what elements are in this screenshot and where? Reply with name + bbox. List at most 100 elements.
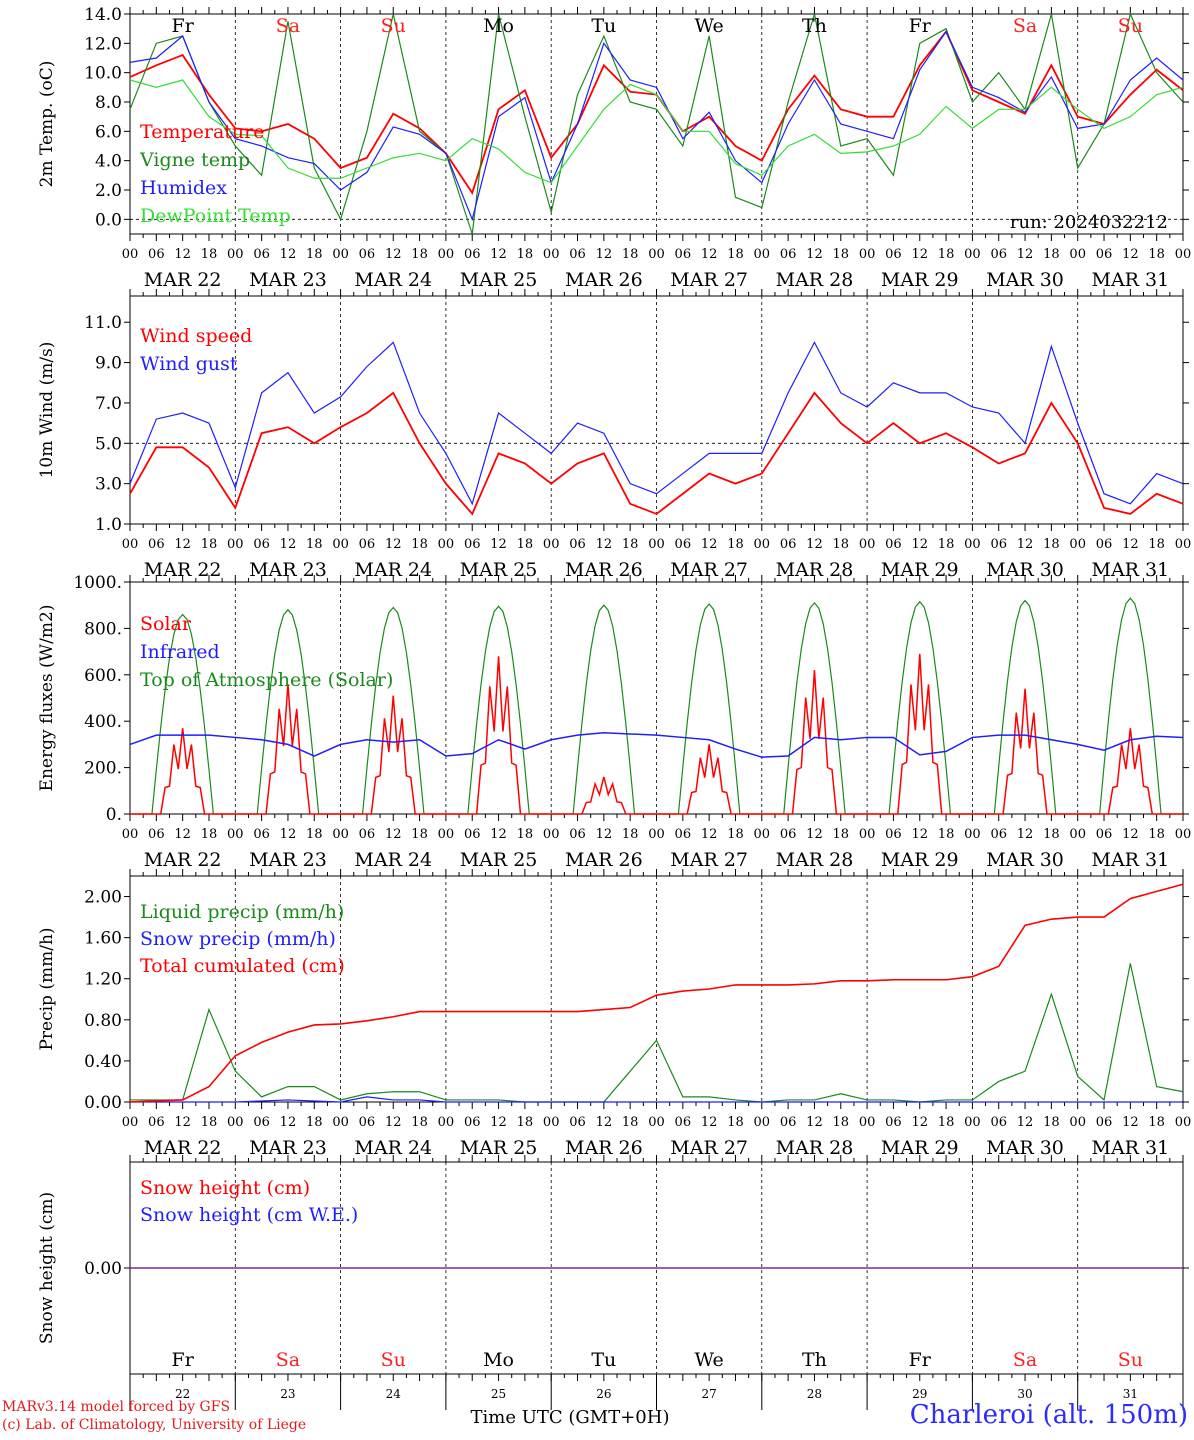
hour-tick-label: 12: [1017, 247, 1034, 262]
weekday-label: Fr: [172, 15, 195, 37]
hour-tick-label: 12: [1122, 537, 1139, 552]
hour-tick-label: 06: [780, 247, 797, 262]
hour-tick-label: 18: [306, 1115, 323, 1130]
legend-entry: Wind gust: [140, 353, 238, 375]
hour-tick-label: 00: [332, 247, 349, 262]
hour-tick-label: 12: [1017, 537, 1034, 552]
date-label: MAR 23: [249, 269, 327, 291]
hour-tick-label: 06: [148, 537, 165, 552]
hour-tick-label: 12: [1017, 1115, 1034, 1130]
hour-tick-label: 18: [1043, 1115, 1060, 1130]
weekday-label: Su: [381, 15, 406, 37]
date-label: MAR 31: [1091, 1137, 1169, 1159]
weekday-label: Su: [1118, 15, 1143, 37]
credit-line-2: (c) Lab. of Climatology, University of L…: [2, 1417, 307, 1433]
hour-tick-label: 00: [859, 1115, 876, 1130]
weekday-label: Su: [381, 1349, 406, 1371]
hour-tick-label: 18: [411, 827, 428, 842]
hour-tick-label: 06: [885, 247, 902, 262]
day-number-label: 22: [175, 1387, 190, 1401]
y-tick-label: 10.0: [84, 64, 122, 84]
hour-tick-label: 06: [148, 247, 165, 262]
x-axis-title: Time UTC (GMT+0H): [471, 1407, 670, 1428]
hour-tick-label: 12: [1122, 827, 1139, 842]
hour-tick-label: 00: [648, 1115, 665, 1130]
hour-tick-label: 18: [622, 1115, 639, 1130]
hour-tick-label: 18: [411, 537, 428, 552]
date-label: MAR 23: [249, 559, 327, 581]
date-label: MAR 24: [354, 269, 432, 291]
date-label: MAR 27: [670, 559, 748, 581]
weekday-label: Sa: [276, 15, 300, 37]
y-tick-label: 2.0: [95, 181, 122, 201]
hour-tick-label: 06: [148, 1115, 165, 1130]
weekday-label: Fr: [172, 1349, 195, 1371]
hour-tick-label: 00: [122, 537, 139, 552]
hour-tick-label: 12: [701, 827, 718, 842]
weekday-label: We: [695, 15, 724, 37]
hour-tick-label: 12: [385, 247, 402, 262]
hour-tick-label: 12: [174, 247, 191, 262]
hour-tick-label: 06: [359, 827, 376, 842]
hour-tick-label: 06: [1096, 537, 1113, 552]
date-label: MAR 22: [144, 1137, 222, 1159]
hour-tick-label: 00: [543, 827, 560, 842]
date-label: MAR 23: [249, 1137, 327, 1159]
hour-tick-label: 00: [543, 537, 560, 552]
weekday-label: Th: [802, 1349, 827, 1371]
hour-tick-label: 18: [201, 1115, 218, 1130]
hour-tick-label: 06: [885, 1115, 902, 1130]
hour-tick-label: 12: [174, 1115, 191, 1130]
hour-tick-label: 06: [569, 537, 586, 552]
day-number-label: 31: [1123, 1387, 1138, 1401]
hour-tick-label: 00: [964, 247, 981, 262]
hour-tick-label: 06: [675, 1115, 692, 1130]
hour-tick-label: 06: [148, 827, 165, 842]
hour-tick-label: 06: [780, 537, 797, 552]
hour-tick-label: 18: [833, 537, 850, 552]
hour-tick-label: 12: [596, 1115, 613, 1130]
hour-tick-label: 18: [517, 1115, 534, 1130]
date-label: MAR 31: [1091, 849, 1169, 871]
hour-tick-label: 00: [964, 1115, 981, 1130]
hour-tick-label: 12: [385, 1115, 402, 1130]
weekday-label: Sa: [1013, 1349, 1037, 1371]
date-label: MAR 22: [144, 849, 222, 871]
series-solar: [130, 653, 1183, 815]
legend-entry: Snow height (cm): [140, 1177, 310, 1199]
hour-tick-label: 12: [280, 537, 297, 552]
hour-tick-label: 06: [1096, 827, 1113, 842]
y-tick-label: 1.0: [95, 515, 122, 535]
hour-tick-label: 18: [622, 537, 639, 552]
y-tick-label: 12.0: [84, 34, 122, 54]
legend-entry: Total cumulated (cm): [140, 955, 345, 977]
y-axis-label: Precip (mm/h): [37, 927, 57, 1050]
hour-tick-label: 06: [1096, 247, 1113, 262]
date-label: MAR 24: [354, 1137, 432, 1159]
hour-tick-label: 06: [464, 1115, 481, 1130]
hour-tick-label: 06: [569, 827, 586, 842]
hour-tick-label: 18: [517, 537, 534, 552]
y-tick-label: 1.20: [84, 970, 122, 990]
hour-tick-label: 12: [490, 1115, 507, 1130]
hour-tick-label: 12: [911, 827, 928, 842]
hour-tick-label: 12: [701, 247, 718, 262]
series-infrared: [129, 732, 1184, 758]
hour-tick-label: 18: [727, 537, 744, 552]
hour-tick-label: 18: [1043, 827, 1060, 842]
hour-tick-label: 18: [1148, 1115, 1165, 1130]
weekday-label: Sa: [1013, 15, 1037, 37]
legend-entry: Wind speed: [140, 325, 252, 347]
hour-tick-label: 06: [1096, 1115, 1113, 1130]
panel-3: 0. 200. 400. 600. 800. 1000. Energy fluxes (W/…: [37, 573, 1191, 871]
hour-tick-label: 00: [438, 247, 455, 262]
hour-tick-label: 00: [438, 1115, 455, 1130]
series-wind-gust: [129, 341, 1184, 506]
hour-tick-label: 00: [1175, 1115, 1192, 1130]
series-humidex: [129, 30, 1184, 222]
date-label: MAR 24: [354, 559, 432, 581]
hour-tick-label: 18: [938, 827, 955, 842]
y-tick-label: 200.: [84, 759, 122, 779]
y-tick-label: 11.0: [84, 313, 122, 333]
